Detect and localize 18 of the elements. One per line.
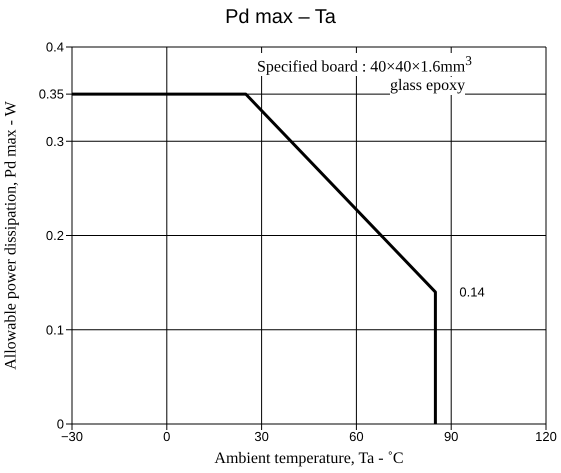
- y-tick-label: 0.1: [46, 322, 64, 338]
- y-axis-title: Allowable power dissipation, Pd max - W: [2, 100, 20, 370]
- x-axis-title: Ambient temperature, Ta - ˚C: [214, 450, 404, 467]
- x-tick-label: −30: [60, 429, 84, 444]
- y-tick-label: 0.2: [46, 228, 64, 244]
- annotation: 0.14: [459, 284, 485, 300]
- x-tick-label: 0: [163, 429, 170, 444]
- chart-title: Pd max – Ta: [224, 6, 337, 29]
- y-tick-label: 0.4: [46, 40, 64, 55]
- y-tick-label: 0.3: [46, 134, 64, 149]
- annotation: Specified board : 40×40×1.6mm$^{3}$: [257, 53, 472, 76]
- x-tick-label: 120: [535, 429, 557, 444]
- annotation: glass epoxy: [390, 77, 466, 95]
- x-tick-label: 90: [444, 429, 458, 444]
- y-tick-label: 0.35: [38, 86, 64, 102]
- x-tick-label: 30: [254, 429, 269, 444]
- y-tick-label: 0: [56, 416, 64, 432]
- x-tick-label: 60: [349, 429, 364, 444]
